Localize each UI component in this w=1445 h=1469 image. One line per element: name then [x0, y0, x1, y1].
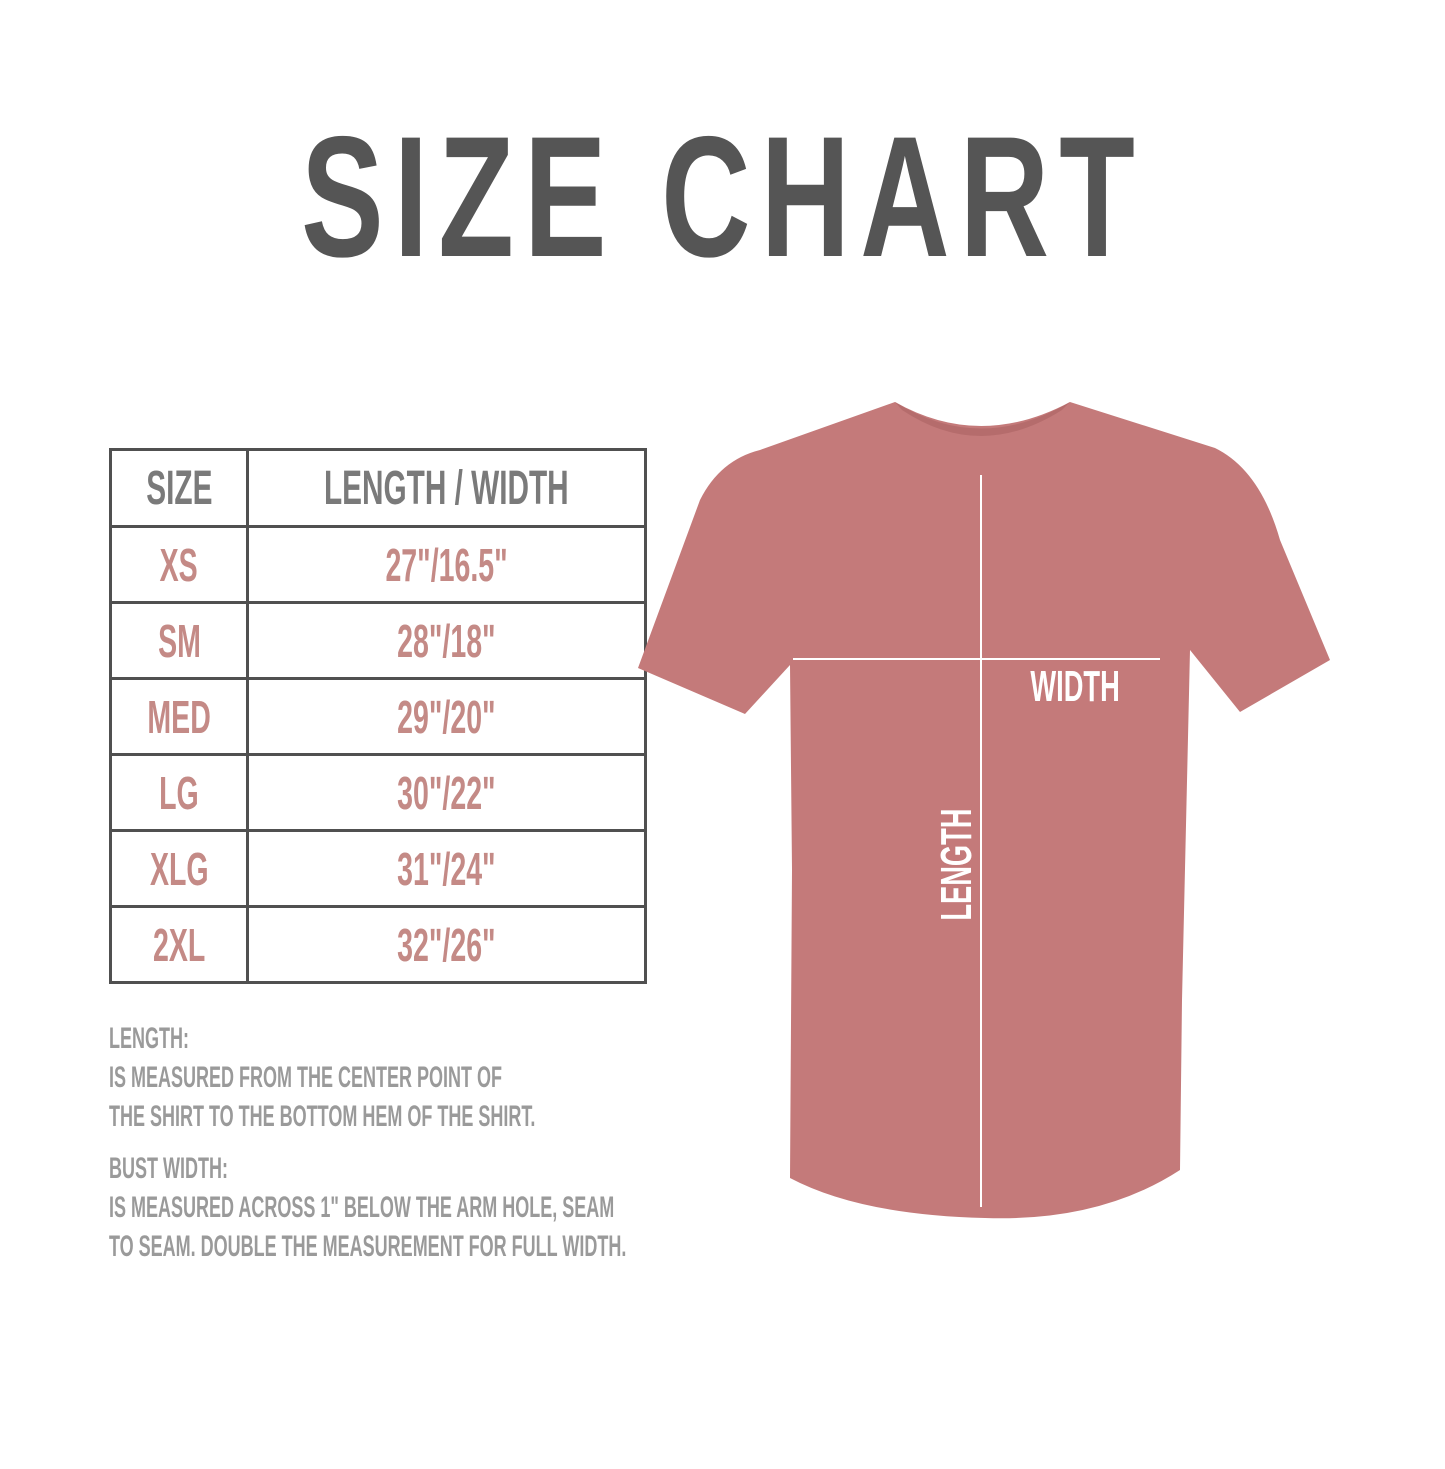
- collar: [895, 402, 1070, 436]
- width-note: BUST WIDTH: IS MEASURED ACROSS 1" BELOW …: [109, 1152, 627, 1263]
- measurement-cell: 29"/20": [246, 677, 647, 756]
- table-row: XLG 31"/24": [109, 829, 647, 908]
- size-cell: 2XL: [109, 905, 249, 984]
- width-label: WIDTH: [1030, 662, 1120, 711]
- table-row: XS 27"/16.5": [109, 525, 647, 604]
- size-cell: XLG: [109, 829, 249, 908]
- page-title: SIZE CHART: [300, 101, 1145, 293]
- measurement-cell: 30"/22": [246, 753, 647, 832]
- table-row: LG 30"/22": [109, 753, 647, 832]
- size-cell: SM: [109, 601, 249, 680]
- size-cell: XS: [109, 525, 249, 604]
- size-table: SIZE LENGTH / WIDTH XS 27"/16.5" SM 28"/18"…: [109, 448, 647, 984]
- measurement-cell: 28"/18": [246, 601, 647, 680]
- table-row: MED 29"/20": [109, 677, 647, 756]
- tshirt-shape: [638, 402, 1330, 1219]
- header-length-width: LENGTH / WIDTH: [246, 448, 647, 528]
- header-size: SIZE: [109, 448, 249, 528]
- length-label: LENGTH: [932, 808, 981, 921]
- table-header-row: SIZE LENGTH / WIDTH: [109, 448, 647, 528]
- measurement-cell: 31"/24": [246, 829, 647, 908]
- measurement-cell: 27"/16.5": [246, 525, 647, 604]
- table-row: 2XL 32"/26": [109, 905, 647, 984]
- size-cell: MED: [109, 677, 249, 756]
- measurement-cell: 32"/26": [246, 905, 647, 984]
- table-row: SM 28"/18": [109, 601, 647, 680]
- length-note: LENGTH: IS MEASURED FROM THE CENTER POIN…: [109, 1022, 536, 1133]
- size-cell: LG: [109, 753, 249, 832]
